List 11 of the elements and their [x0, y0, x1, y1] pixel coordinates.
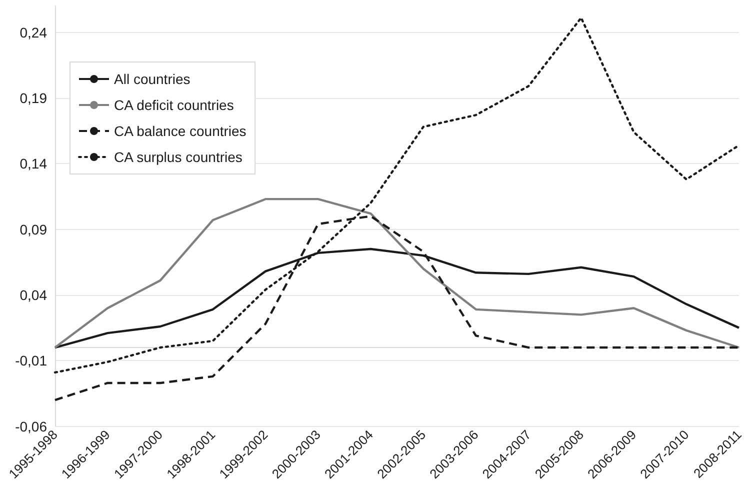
y-tick-label: 0,14 [20, 156, 48, 172]
legend-label: CA deficit countries [114, 97, 234, 113]
legend-label: CA balance countries [114, 123, 246, 139]
legend-label: All countries [114, 71, 190, 87]
y-tick-label: -0,01 [15, 352, 48, 369]
y-tick-label: 0,24 [20, 24, 48, 40]
line-series [54, 198, 740, 349]
y-tick-label: 0,09 [20, 221, 48, 238]
y-tick-label: 0,19 [20, 90, 48, 106]
legend-label: CA surplus countries [114, 149, 242, 165]
y-tick-label: 0,04 [20, 286, 48, 303]
